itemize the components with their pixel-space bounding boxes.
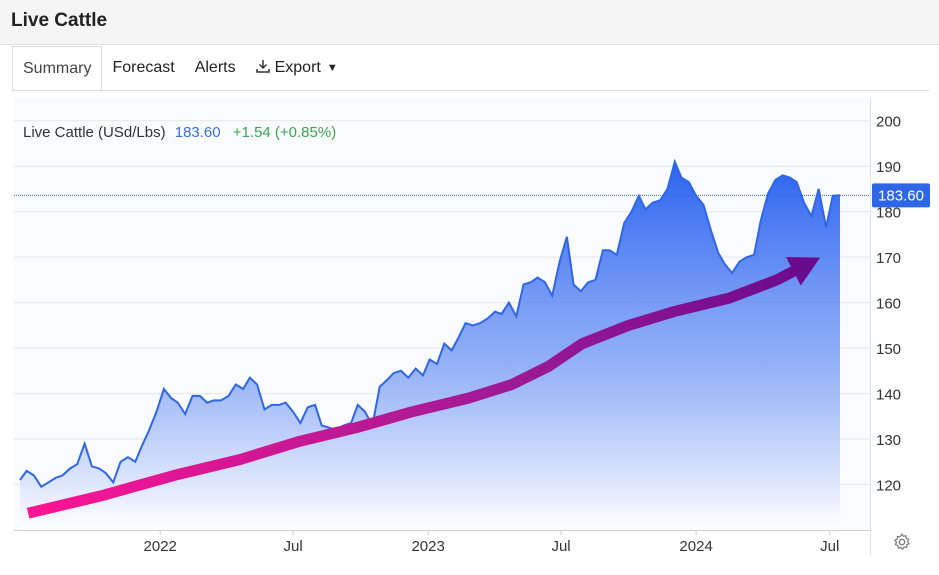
trend-arrow: [26, 259, 811, 519]
legend-last-price: 183.60: [175, 124, 221, 141]
tab-forecast[interactable]: Forecast: [112, 59, 175, 76]
x-tick-label: 2023: [411, 538, 444, 555]
caret-down-icon: ▼: [326, 62, 338, 74]
price-line: [19, 158, 841, 489]
x-tick-label: Jul: [820, 538, 839, 555]
y-tick-label: 180: [876, 205, 901, 222]
tab-export[interactable]: Export ▼: [246, 46, 348, 90]
y-tick-label: 120: [876, 478, 901, 495]
tab-alerts[interactable]: Alerts: [194, 59, 236, 76]
legend-series-name: Live Cattle (USd/Lbs): [23, 124, 166, 141]
tab-bar: Summary Forecast Alerts Export ▼: [12, 46, 348, 92]
tab-summary[interactable]: Summary: [12, 46, 103, 92]
y-tick-label: 170: [876, 250, 901, 267]
last-price-label: 183.60: [878, 187, 924, 204]
y-tick-label: 130: [876, 432, 901, 449]
y-tick-label: 160: [876, 296, 901, 313]
x-axis: 2022 Jul 2023 Jul 2024 Jul: [144, 530, 839, 555]
tabs-divider: [12, 90, 929, 91]
x-tick-label: 2024: [679, 538, 712, 555]
legend-change: +1.54 (+0.85%): [233, 124, 336, 141]
y-tick-label: 190: [876, 159, 901, 176]
y-axis-line: [870, 98, 871, 555]
y-tick-label: 150: [876, 341, 901, 358]
download-icon: [255, 46, 270, 90]
y-axis: 120 130 140 150 160 170 180 190 200: [876, 114, 901, 495]
price-area: [20, 161, 840, 530]
x-tick-label: Jul: [283, 538, 302, 555]
x-axis-line: [14, 530, 870, 531]
y-tick-label: 200: [876, 114, 901, 131]
y-tick-label: 140: [876, 387, 901, 404]
page-title: Live Cattle: [11, 10, 108, 31]
tab-export-label: Export: [274, 59, 321, 77]
trend-arrow-head: [786, 257, 821, 286]
app-header: Live Cattle: [0, 0, 939, 45]
gear-icon[interactable]: [892, 532, 912, 552]
legend-title: Live Cattle (USd/Lbs) 183.60 +1.54 (+0.8…: [23, 124, 336, 141]
last-price-badge: [872, 183, 930, 208]
x-tick-label: 2022: [144, 538, 177, 555]
x-tick-label: Jul: [551, 538, 570, 555]
